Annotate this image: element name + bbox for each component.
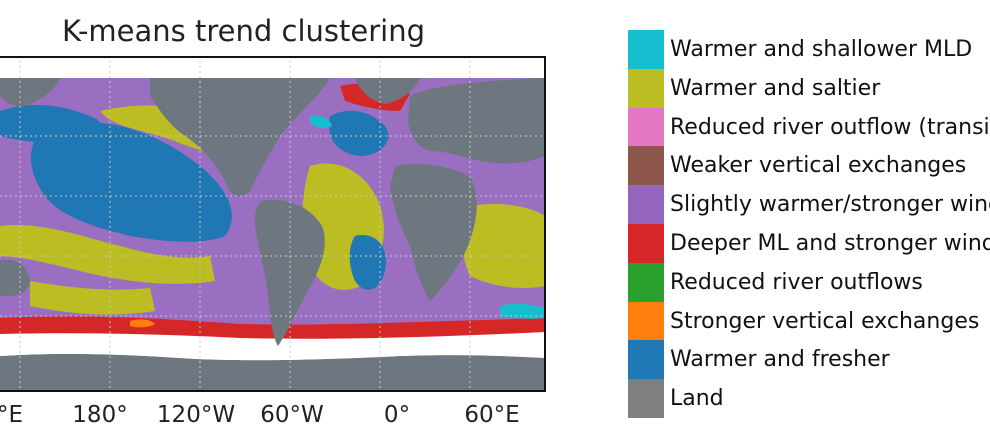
legend-label: Reduced river outflows <box>670 269 923 295</box>
legend-swatch <box>628 185 664 224</box>
legend-swatch <box>628 379 664 418</box>
legend-label: Warmer and shallower MLD <box>670 37 973 62</box>
legend-label: Deeper ML and stronger wind <box>670 230 990 256</box>
land-eurasia <box>408 78 545 164</box>
x-tick-label: 0° <box>383 402 411 428</box>
legend-swatch <box>628 262 664 302</box>
legend-label: Stronger vertical exchanges <box>670 308 980 334</box>
x-tick-label: 120°W <box>156 402 236 428</box>
x-tick-label: °E <box>0 402 24 428</box>
cluster-cyan-north <box>310 115 332 129</box>
legend-swatch <box>628 223 664 263</box>
legend-swatch <box>628 301 664 341</box>
land-antarctica <box>0 353 545 390</box>
land-greenland <box>355 78 420 104</box>
legend-label: Weaker vertical exchanges <box>670 153 967 179</box>
x-tick-label: 60°W <box>260 402 324 428</box>
cluster-blue-atlantic <box>329 110 389 156</box>
cluster-blue-satl <box>349 235 386 290</box>
land-australia <box>0 259 30 297</box>
legend-swatch <box>628 30 664 69</box>
land-africa <box>390 164 477 301</box>
cluster-blue-pacific <box>30 122 232 242</box>
cluster-olive-indian <box>462 204 545 288</box>
sea-ice <box>0 339 545 361</box>
legend-swatch <box>628 68 664 108</box>
x-tick-label: 60°E <box>464 402 520 428</box>
world-map <box>0 56 545 390</box>
cluster-olive-spac <box>30 281 155 315</box>
cluster-cyan-southern <box>500 303 545 319</box>
legend-swatch <box>628 107 664 147</box>
cluster-orange-patch <box>130 319 155 328</box>
x-tick-label: 180° <box>72 402 128 428</box>
land-north-america <box>150 78 330 197</box>
chart-title: K-means trend clustering <box>62 14 425 48</box>
legend-swatch <box>628 340 664 380</box>
legend-label: Slightly warmer/stronger wind <box>670 192 990 218</box>
map-canvas <box>0 56 545 390</box>
legend-label: Warmer and fresher <box>670 347 890 373</box>
land-east-asia <box>0 78 60 107</box>
cluster-blue-north-pacific <box>0 104 101 144</box>
legend-label: Reduced river outflow (transit <box>670 114 990 140</box>
cluster-olive-tropic <box>0 225 215 284</box>
legend-label: Land <box>670 386 724 412</box>
grid-lines <box>0 56 545 390</box>
legend-swatch <box>628 146 664 186</box>
legend-label: Warmer and saltier <box>670 75 881 101</box>
